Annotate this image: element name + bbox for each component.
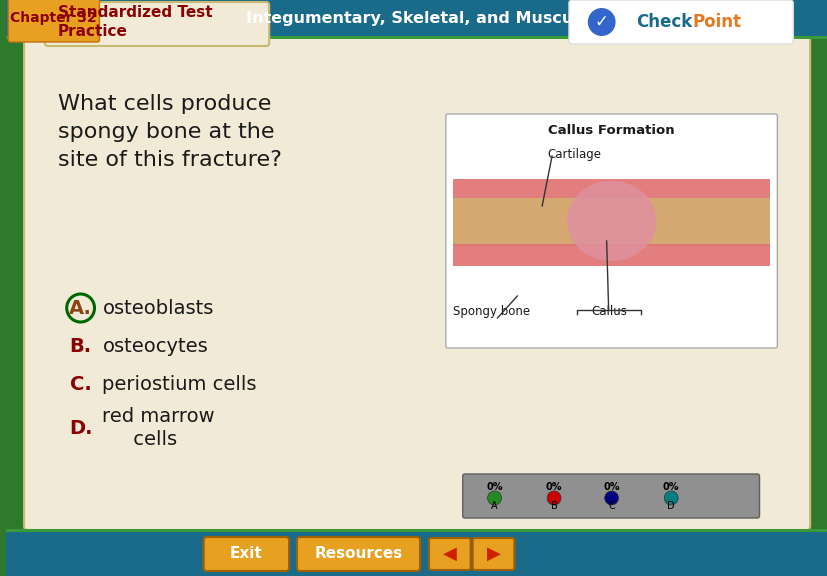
FancyBboxPatch shape: [203, 537, 289, 571]
Text: Callus: Callus: [591, 305, 627, 318]
Text: Point: Point: [691, 13, 740, 31]
Circle shape: [604, 491, 618, 505]
Text: A.: A.: [69, 298, 92, 317]
FancyBboxPatch shape: [428, 538, 470, 570]
FancyBboxPatch shape: [568, 0, 792, 44]
Text: osteocytes: osteocytes: [103, 336, 208, 355]
Ellipse shape: [566, 181, 656, 261]
FancyBboxPatch shape: [24, 35, 809, 530]
FancyBboxPatch shape: [462, 474, 758, 518]
Bar: [452, 198, 769, 246]
Bar: [452, 179, 769, 201]
Text: Standardized Test
Practice: Standardized Test Practice: [58, 5, 213, 39]
Bar: [6, 532, 827, 576]
Text: C: C: [608, 501, 614, 511]
Text: ✓: ✓: [594, 13, 608, 31]
Text: B.: B.: [69, 336, 92, 355]
Text: osteoblasts: osteoblasts: [103, 298, 213, 317]
Text: A: A: [490, 501, 497, 511]
Text: 0%: 0%: [662, 482, 679, 492]
Text: Chapter 32: Chapter 32: [11, 11, 97, 25]
Text: Cartilage: Cartilage: [547, 148, 600, 161]
Text: D: D: [667, 501, 674, 511]
Text: What cells produce
spongy bone at the
site of this fracture?: What cells produce spongy bone at the si…: [58, 94, 281, 170]
Circle shape: [547, 491, 561, 505]
FancyBboxPatch shape: [472, 538, 514, 570]
Text: Exit: Exit: [230, 547, 262, 562]
Text: B: B: [550, 501, 557, 511]
Text: 0%: 0%: [603, 482, 619, 492]
Circle shape: [587, 8, 614, 36]
FancyBboxPatch shape: [8, 0, 99, 42]
Text: Resources: Resources: [314, 547, 402, 562]
FancyBboxPatch shape: [445, 114, 777, 348]
FancyBboxPatch shape: [297, 537, 419, 571]
Circle shape: [663, 491, 677, 505]
Text: Spongy bone: Spongy bone: [452, 305, 529, 318]
Circle shape: [487, 491, 501, 505]
Text: Check: Check: [635, 13, 691, 31]
Text: ▶: ▶: [486, 545, 500, 563]
Text: periostium cells: periostium cells: [103, 374, 256, 393]
Text: ◀: ◀: [442, 545, 457, 563]
Bar: [452, 244, 769, 266]
Text: 0%: 0%: [545, 482, 562, 492]
Bar: [50, 35, 264, 43]
Bar: [6, 0, 827, 36]
Text: C.: C.: [69, 374, 91, 393]
Text: red marrow
     cells: red marrow cells: [103, 407, 215, 449]
Bar: [6, 36, 827, 39]
Bar: [6, 529, 827, 532]
Text: Callus Formation: Callus Formation: [547, 124, 674, 137]
Text: D.: D.: [69, 419, 93, 438]
Text: 0%: 0%: [485, 482, 502, 492]
Text: Integumentary, Skeletal, and Muscular Systems: Integumentary, Skeletal, and Muscular Sy…: [246, 10, 678, 25]
FancyBboxPatch shape: [45, 2, 269, 46]
